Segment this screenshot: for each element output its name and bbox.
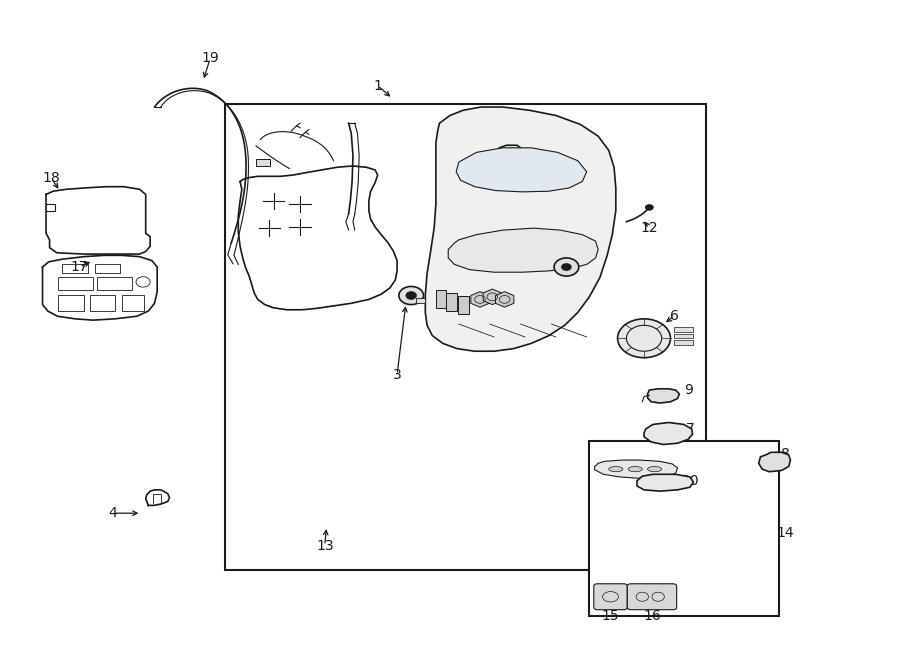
Bar <box>674 327 693 332</box>
Text: 5: 5 <box>435 280 444 293</box>
Text: 8: 8 <box>780 447 789 461</box>
Bar <box>62 264 88 274</box>
Bar <box>590 441 779 615</box>
Bar <box>97 278 132 290</box>
Text: 13: 13 <box>316 539 334 553</box>
Bar <box>458 295 469 314</box>
Polygon shape <box>648 389 680 403</box>
Ellipse shape <box>648 467 662 472</box>
Text: 10: 10 <box>681 474 698 488</box>
Text: 17: 17 <box>71 260 88 274</box>
Polygon shape <box>494 145 524 163</box>
Bar <box>90 295 115 311</box>
Text: 4: 4 <box>109 506 118 520</box>
Polygon shape <box>637 475 693 491</box>
Text: 11: 11 <box>503 128 520 142</box>
Circle shape <box>399 286 424 305</box>
Bar <box>436 290 446 309</box>
Polygon shape <box>759 452 790 472</box>
Bar <box>417 298 426 303</box>
Circle shape <box>645 204 653 211</box>
Bar <box>446 293 457 311</box>
Text: 9: 9 <box>684 383 693 397</box>
Bar <box>122 295 144 311</box>
Circle shape <box>617 319 670 358</box>
Polygon shape <box>448 228 598 272</box>
Text: 18: 18 <box>42 171 60 185</box>
Circle shape <box>554 258 579 276</box>
Text: 19: 19 <box>202 52 219 65</box>
FancyBboxPatch shape <box>627 584 677 609</box>
Polygon shape <box>426 107 616 351</box>
Polygon shape <box>471 292 490 307</box>
Text: 16: 16 <box>644 609 661 623</box>
Polygon shape <box>483 289 501 305</box>
Polygon shape <box>456 148 587 192</box>
Circle shape <box>561 263 572 271</box>
Text: 12: 12 <box>641 221 658 235</box>
Bar <box>225 104 706 570</box>
Polygon shape <box>595 460 678 478</box>
Ellipse shape <box>628 467 643 472</box>
Polygon shape <box>644 422 693 444</box>
Bar <box>58 278 93 290</box>
Ellipse shape <box>608 467 623 472</box>
Text: 2: 2 <box>567 241 576 254</box>
Circle shape <box>406 292 417 299</box>
Text: 6: 6 <box>670 309 679 323</box>
Bar <box>674 334 693 338</box>
Bar <box>58 295 84 311</box>
Text: 14: 14 <box>777 525 794 539</box>
FancyBboxPatch shape <box>594 584 627 609</box>
Text: 15: 15 <box>602 609 619 623</box>
Polygon shape <box>496 292 514 307</box>
Text: 1: 1 <box>374 79 382 93</box>
Bar <box>674 340 693 345</box>
Bar <box>256 159 270 166</box>
Text: 3: 3 <box>392 368 401 381</box>
Bar <box>95 264 120 274</box>
Text: 7: 7 <box>686 422 694 436</box>
